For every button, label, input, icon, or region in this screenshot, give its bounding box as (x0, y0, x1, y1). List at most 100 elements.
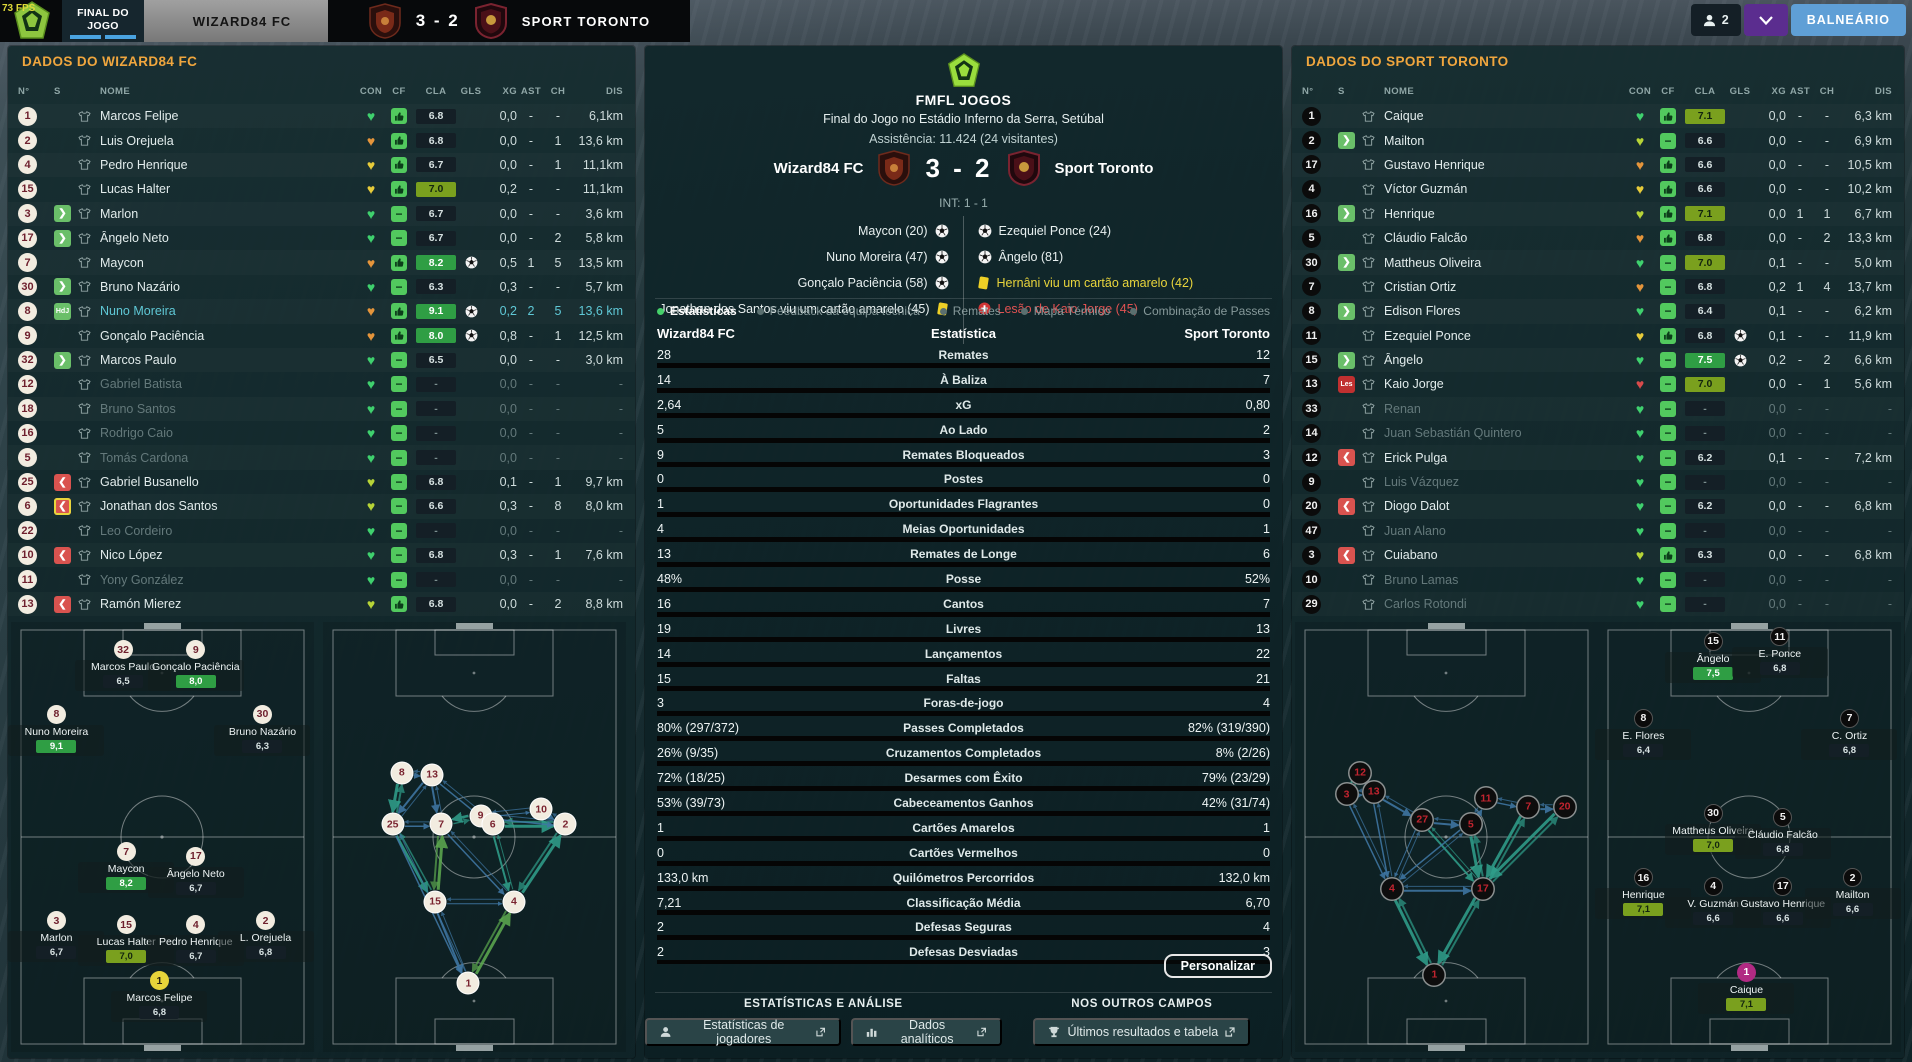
player-row[interactable]: 30 ❯ Mattheus Oliveira ♥ −7.0 0,1- -5,0 km (1292, 250, 1904, 274)
assists-value: - (528, 157, 534, 172)
player-name: Ezequiel Ponce (1384, 328, 1471, 343)
player-row[interactable]: 12 ❮ Erick Pulga ♥ −6.2 0,1- -7,2 km (1292, 445, 1904, 469)
player-name: Mattheus Oliveira (1384, 255, 1482, 270)
home-panel-title: DADOS DO WIZARD84 FC (22, 54, 198, 69)
player-number: 1 (1302, 106, 1321, 126)
competition-logo-icon (947, 53, 980, 87)
player-row[interactable]: 4 Víctor Guzmán ♥ 6.6 0,0- -10,2 km (1292, 177, 1904, 201)
player-row[interactable]: 5 Tomás Cardona ♥ − -0,0- - - (8, 445, 635, 469)
personalizar-button[interactable]: Personalizar (1163, 954, 1272, 978)
player-row[interactable]: 25 ❮ Gabriel Busanello ♥ −6.8 0,1- 1 9,7 km (8, 470, 635, 494)
player-row[interactable]: 13 ❮ Ramón Mierez ♥ 6.8 0,0- 2 8,8 km (8, 592, 635, 616)
stat-away-value: 1 (1263, 522, 1270, 537)
player-number: 4 (18, 155, 37, 175)
player-row[interactable]: 3 ❮ Cuiabano ♥ 6.3 0,0- -6,8 km (1292, 543, 1904, 567)
dados-anal-ticos-button[interactable]: Dados analíticos (850, 1018, 1002, 1046)
player-row[interactable]: 29 Carlos Rotondi ♥ − -0,0- - - (1292, 592, 1904, 616)
stat-home-value: 80% (297/372) (657, 721, 740, 736)
player-row[interactable]: 32 ❯ Marcos Paulo ♥ −6.5 0,0- -3,0 km (8, 348, 635, 372)
distance-value: 13,7 km (1847, 279, 1892, 294)
column-header: DIS (605, 85, 623, 97)
form-flat-icon: − (391, 400, 407, 417)
player-row[interactable]: 13 Les Kaio Jorge ♥ −7.0 0,0- 1 5,6 km (1292, 372, 1904, 396)
tab-combina-o-de-passes[interactable]: Combinação de Passes (1130, 304, 1270, 318)
balneario-button[interactable]: BALNEÁRIO (1790, 4, 1906, 36)
-ltimos-resultados-e-tabela-button[interactable]: Últimos resultados e tabela (1033, 1018, 1251, 1046)
player-row[interactable]: 2 Luis Orejuela ♥ 6.8 0,0- 1 13,6 km (8, 128, 635, 152)
player-row[interactable]: 5 Cláudio Falcão ♥ 6.8 0,0- 2 13,3 km (1292, 226, 1904, 250)
player-number: 9 (18, 326, 37, 346)
xg-value: 0,1 (499, 475, 517, 490)
chances-value: - (1824, 304, 1830, 319)
top-away-team: SPORT TORONTO (521, 13, 651, 29)
player-row[interactable]: 33 Renan ♥ − -0,0- - - (1292, 397, 1904, 421)
player-number: 16 (1302, 204, 1321, 224)
tab-feedback-da-equipa-t-cnica[interactable]: Feedback da equipa técnica (756, 304, 920, 318)
spectator-count-badge[interactable]: 2 (1690, 4, 1741, 36)
tab-mapa-t-rmico[interactable]: Mapa Térmico (1020, 304, 1110, 318)
player-row[interactable]: 8 ❯ Edison Flores ♥ −6.4 0,1- -6,2 km (1292, 299, 1904, 323)
player-row[interactable]: 47 Juan Alano ♥ − -0,0- - - (1292, 519, 1904, 543)
tab-estat-sticas[interactable]: Estatísticas (656, 304, 737, 318)
player-row[interactable]: 7 Cristian Ortiz ♥ −6.8 0,2 1 4 13,7 km (1292, 275, 1904, 299)
player-row[interactable]: 14 Juan Sebastián Quintero ♥ − -0,0- - - (1292, 421, 1904, 445)
player-row[interactable]: 8 HdJ Nuno Moreira ♥ 9.1 0,2 2 5 13,6 km (8, 299, 635, 323)
pass-network-node: 5 (1460, 813, 1482, 835)
league-logo-icon (14, 1, 50, 39)
trophy-icon (1049, 1026, 1060, 1038)
stat-row: 28 Remates 12 (645, 346, 1282, 371)
player-row[interactable]: 9 Luis Vázquez ♥ − -0,0- - - (1292, 470, 1904, 494)
player-row[interactable]: 18 Bruno Santos ♥ − -0,0- - - (8, 397, 635, 421)
divider (655, 298, 1272, 299)
player-row[interactable]: 3 ❯ Marlon ♥ −6.7 0,0- -3,6 km (8, 202, 635, 226)
match-rating: 6.8 (416, 108, 456, 124)
stat-bar (657, 736, 1270, 742)
dropdown-button[interactable] (1743, 4, 1788, 36)
stat-bar (657, 935, 1270, 941)
match-rating: 6.8 (1685, 230, 1725, 246)
player-row[interactable]: 20 ❮ Diogo Dalot ♥ −6.2 0,0- -6,8 km (1292, 494, 1904, 518)
player-row[interactable]: 16 Rodrigo Caio ♥ − -0,0- - - (8, 421, 635, 445)
player-name: Bruno Nazário (228, 725, 297, 738)
stat-row: 72% (18/25) Desarmes com Êxito 79% (23/29) (645, 769, 1282, 794)
assists-value: - (1797, 255, 1803, 270)
player-name: Mailton (1835, 889, 1870, 901)
tab-remates[interactable]: Remates (939, 304, 1001, 318)
player-row[interactable]: 17 ❯ Ângelo Neto ♥ −6.7 0,0- 2 5,8 km (8, 226, 635, 250)
player-row[interactable]: 11 Ezequiel Ponce ♥ 6.8 0,1- -11,9 km (1292, 324, 1904, 348)
player-row[interactable]: 15 Lucas Halter ♥ 7.0 0,2- -11,1km (8, 177, 635, 201)
player-name: Gonçalo Paciência (100, 328, 205, 343)
player-row[interactable]: 10 Bruno Lamas ♥ − -0,0- - - (1292, 567, 1904, 591)
player-row[interactable]: 6 ❮ Jonathan dos Santos ♥ −6.6 0,3- 8 8,0 km (8, 494, 635, 518)
player-row[interactable]: 12 Gabriel Batista ♥ − -0,0- - - (8, 372, 635, 396)
player-row[interactable]: 7 Maycon ♥ 8.2 0,5 1 5 13,5 km (8, 250, 635, 274)
column-header: CF (1661, 85, 1675, 97)
divider (655, 992, 1272, 993)
match-rating: 6.8 (416, 474, 456, 490)
condition-heart-icon: ♥ (1635, 230, 1645, 247)
player-row[interactable]: 16 ❯ Henrique ♥ 7.1 0,0 1 1 6,7 km (1292, 202, 1904, 226)
estat-sticas-de-jogadores-button[interactable]: Estatísticas de jogadores (645, 1018, 841, 1046)
distance-value: - (1887, 523, 1892, 538)
player-name: Ângelo Neto (166, 867, 225, 880)
player-row[interactable]: 4 Pedro Henrique ♥ 6.7 0,0- 1 11,1km (8, 153, 635, 177)
column-header: S (1338, 85, 1345, 97)
player-row[interactable]: 30 ❯ Bruno Nazário ♥ −6.3 0,3- -5,7 km (8, 275, 635, 299)
player-row[interactable]: 17 Gustavo Henrique ♥ 6.6 0,0- -10,5 km (1292, 153, 1904, 177)
assists-value: - (528, 450, 534, 465)
xg-value: 0,3 (499, 279, 517, 294)
xg-value: 0,0 (499, 401, 517, 416)
player-row[interactable]: 22 Leo Cordeiro ♥ − -0,0- - - (8, 519, 635, 543)
shirt-icon (1362, 159, 1375, 171)
player-row[interactable]: 10 ❮ Nico López ♥ −6.8 0,3- 1 7,6 km (8, 543, 635, 567)
player-row[interactable]: 2 ❯ Mailton ♥ −6.6 0,0- -6,9 km (1292, 128, 1904, 152)
player-row[interactable]: 1 Caique ♥ 7.1 0,0- -6,3 km (1292, 104, 1904, 128)
stat-away-value: 0 (1263, 497, 1270, 512)
player-row[interactable]: 9 Gonçalo Paciência ♥ 8.0 0,8- 1 12,5 km (8, 324, 635, 348)
condition-heart-icon: ♥ (1635, 425, 1645, 442)
player-row[interactable]: 15 ❯ Ângelo ♥ −7.5 0,2- 2 6,6 km (1292, 348, 1904, 372)
player-row[interactable]: 1 Marcos Felipe ♥ 6.8 0,0- -6,1km (8, 104, 635, 128)
player-row[interactable]: 11 Yony González ♥ − -0,0- - - (8, 567, 635, 591)
away-pass-network-pitch: 12 3 13 27 5 11 7 20 4 17 1 (1295, 622, 1598, 1052)
tab-final-do-jogo[interactable]: FINAL DO JOGO (62, 0, 144, 42)
